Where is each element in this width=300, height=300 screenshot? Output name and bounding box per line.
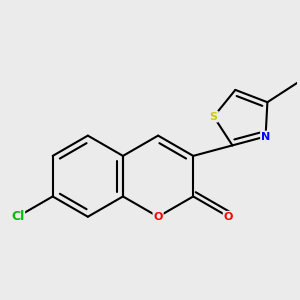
Text: O: O [153,212,163,222]
Text: S: S [210,112,218,122]
Text: O: O [224,212,233,222]
Text: N: N [261,131,270,142]
Text: Cl: Cl [11,210,24,223]
